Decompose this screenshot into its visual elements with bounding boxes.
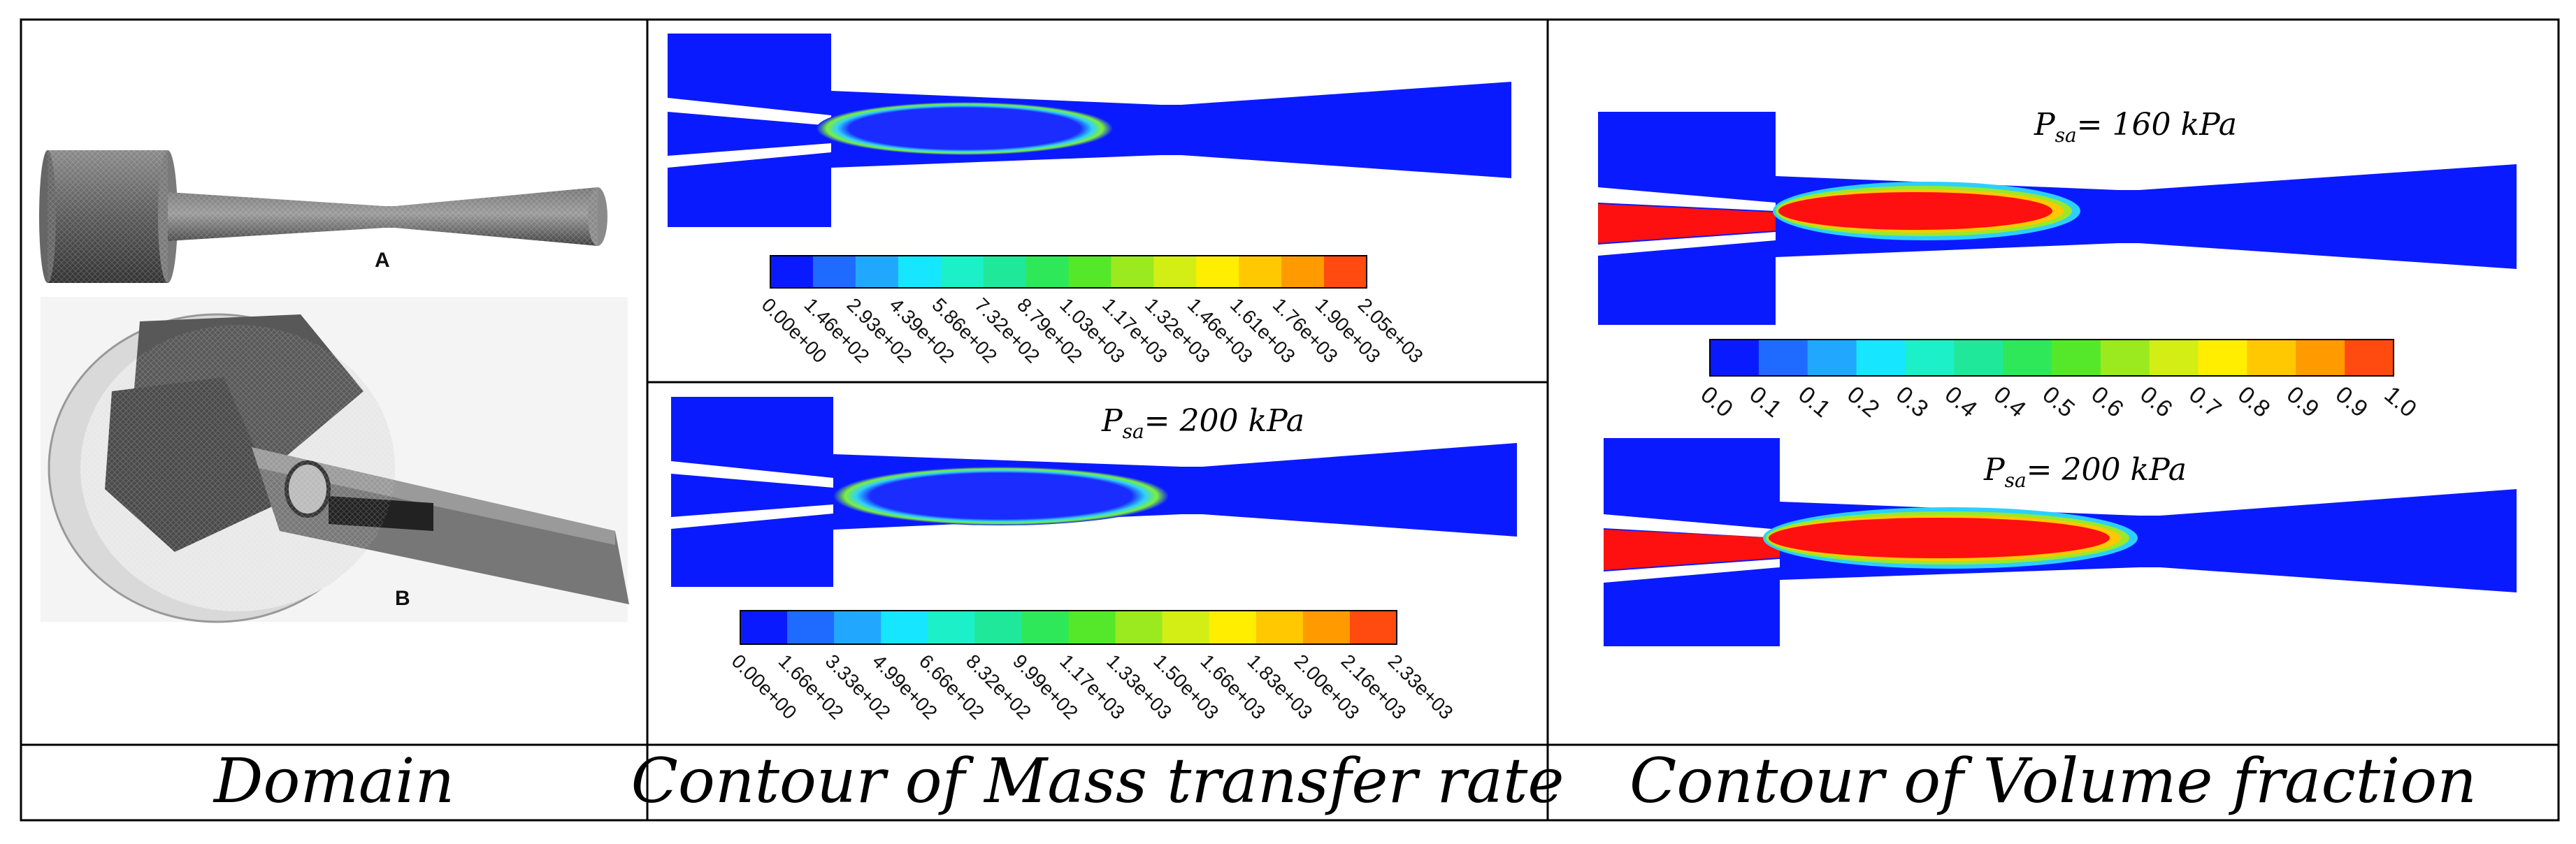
- colorbar-swatch: [812, 256, 856, 288]
- volume-fraction-contour-upper: Psa= 160 kPa: [1598, 107, 2517, 325]
- colorbar-tick-label: 0.9: [2282, 381, 2324, 422]
- label-a: A: [375, 249, 390, 272]
- colorbar-border: [1709, 339, 2394, 377]
- colorbar-tick-label: 0.4: [1989, 381, 2031, 422]
- colorbar-tick-label: 0.1: [1793, 381, 1836, 422]
- colorbar-swatch: [1807, 340, 1857, 376]
- colorbar-tick-label: 0.4: [1940, 381, 1983, 422]
- colorbar-swatch: [1068, 256, 1112, 288]
- caption-domain: Domain: [213, 745, 454, 817]
- colorbar-tick-label: 0.7: [2184, 381, 2226, 422]
- label-b: B: [395, 587, 410, 610]
- colorbar-swatch: [1115, 611, 1163, 644]
- colorbar-swatch: [1758, 340, 1808, 376]
- colorbar-swatch: [2345, 340, 2394, 376]
- mass-transfer-contour-upper: [668, 34, 1511, 227]
- colorbar-tick-label: 0.1: [1744, 381, 1787, 422]
- colorbar-swatch: [855, 256, 899, 288]
- mass-transfer-panel: 0.00e+001.46e+022.93e+024.39e+025.86e+02…: [668, 34, 1517, 724]
- colorbar-swatch: [1905, 340, 1955, 376]
- domain-panel: A B: [39, 150, 629, 623]
- colorbar-swatch: [2296, 340, 2345, 376]
- colorbar-border: [770, 255, 1367, 289]
- volume-fraction-contour-lower: Psa= 200 kPa: [1604, 438, 2517, 646]
- mesh-view-a: A: [39, 150, 607, 283]
- caption-volume-fraction: Contour of Volume fraction: [1629, 745, 2477, 817]
- colorbar-tick-label: 0.9: [2331, 381, 2373, 422]
- table-grid: [20, 18, 2560, 822]
- colorbar-swatch: [2149, 340, 2199, 376]
- colorbar-swatch: [2100, 340, 2150, 376]
- colorbar-tick-label: 0.8: [2233, 381, 2275, 422]
- colorbar-swatch: [974, 611, 1023, 644]
- colorbar-swatch: [1196, 256, 1239, 288]
- colorbar-swatch: [1021, 611, 1070, 644]
- colorbar-swatch: [1026, 256, 1070, 288]
- colorbar-swatch: [740, 611, 788, 644]
- colorbar-swatch: [940, 256, 984, 288]
- colorbar-swatch: [1856, 340, 1906, 376]
- colorbar-tick-label: 0.6: [2135, 381, 2178, 422]
- caption-mass-transfer: Contour of Mass transfer rate: [631, 745, 1564, 817]
- colorbar-tick-label: 0.2: [1842, 381, 1885, 422]
- colorbar-swatch: [1255, 611, 1304, 644]
- colorbar-tick-label: 1.0: [2379, 381, 2422, 422]
- colorbar-swatch: [1162, 611, 1210, 644]
- colorbar-tick-label: 0.6: [2086, 381, 2129, 422]
- volume-fraction-panel: Psa= 160 kPa 0.0 0.1 0.1 0.2 0.3 0.4 0.4 0.5 0.6…: [1598, 107, 2517, 646]
- colorbar-swatch: [787, 611, 835, 644]
- colorbar-swatch: [1349, 611, 1397, 644]
- mass-transfer-contour-lower: Psa= 200 kPa: [671, 397, 1517, 587]
- colorbar-swatch: [881, 611, 928, 644]
- colorbar-swatch: [1239, 256, 1282, 288]
- colorbar-swatch: [983, 256, 1027, 288]
- colorbar-swatch: [1209, 611, 1257, 644]
- colorbar-swatch: [2003, 340, 2052, 376]
- colorbar-swatch: [1153, 256, 1197, 288]
- colorbar-swatch: [2247, 340, 2296, 376]
- colorbar-swatch: [1710, 340, 1760, 376]
- colorbar-swatch: [2052, 340, 2101, 376]
- pressure-label-vf-upper: Psa= 160 kPa: [2034, 107, 2237, 147]
- colorbar-swatch: [898, 256, 942, 288]
- colorbar-tick-label: 0.5: [2037, 381, 2080, 422]
- colorbar-tick-label: 0.3: [1891, 381, 1934, 422]
- colorbar-tick-label: 0.0: [1695, 381, 1738, 422]
- colorbar-swatch: [928, 611, 975, 644]
- colorbar-swatch: [2198, 340, 2248, 376]
- colorbar-swatch: [770, 256, 814, 288]
- colorbar-swatch: [1281, 256, 1325, 288]
- colorbar-swatch: [1954, 340, 2003, 376]
- colorbar-swatch: [1068, 611, 1116, 644]
- colorbar-swatch: [1324, 256, 1367, 288]
- mass-transfer-colorbar-lower: 0.00e+001.66e+023.33e+024.99e+026.66e+02…: [728, 610, 1458, 724]
- mesh-view-b: B: [41, 297, 629, 623]
- pressure-label-mt-lower: Psa= 200 kPa: [1101, 403, 1304, 443]
- colorbar-swatch: [1111, 256, 1154, 288]
- colorbar-border: [740, 610, 1397, 645]
- pressure-label-vf-lower: Psa= 200 kPa: [1983, 452, 2187, 492]
- colorbar-swatch: [834, 611, 882, 644]
- mass-transfer-colorbar-upper: 0.00e+001.46e+022.93e+024.39e+025.86e+02…: [758, 255, 1427, 368]
- volume-fraction-colorbar: 0.0 0.1 0.1 0.2 0.3 0.4 0.4 0.5 0.6 0.6 0.7 0.8 0.9 0…: [1695, 339, 2422, 423]
- colorbar-swatch: [1302, 611, 1351, 644]
